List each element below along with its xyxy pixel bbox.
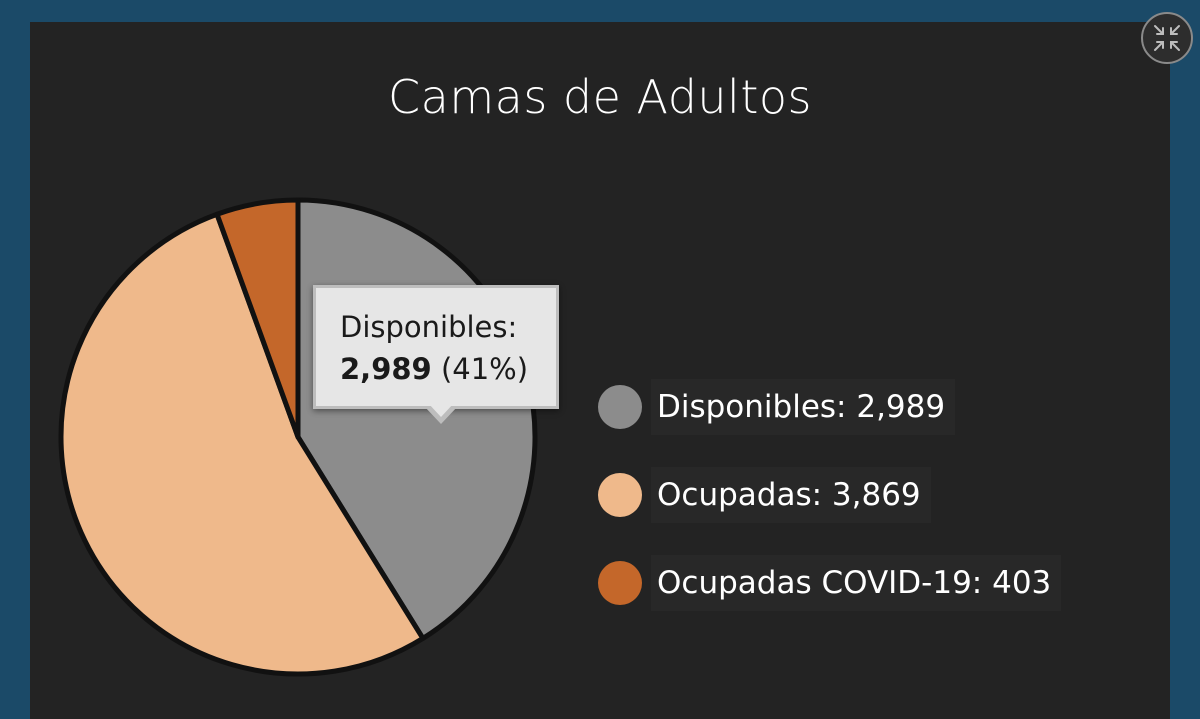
pie-chart	[58, 197, 538, 677]
legend-label-ocupadas-covid: Ocupadas COVID-19: 403	[651, 555, 1062, 611]
tooltip: Disponibles: 2,989 (41%)	[313, 285, 559, 424]
legend-label-ocupadas: Ocupadas: 3,869	[651, 467, 931, 523]
collapse-arrows-icon	[1154, 25, 1180, 51]
legend-item-ocupadas-covid[interactable]: Ocupadas COVID-19: 403	[595, 553, 1075, 613]
tooltip-value-line: 2,989 (41%)	[340, 348, 556, 390]
legend-item-disponibles[interactable]: Disponibles: 2,989	[595, 377, 1075, 437]
tooltip-label: Disponibles:	[340, 310, 518, 344]
legend-swatch-ocupadas	[598, 473, 642, 517]
tooltip-arrow	[424, 403, 458, 424]
chart-title: Camas de Adultos	[388, 70, 812, 124]
collapse-button[interactable]	[1141, 12, 1193, 64]
legend-swatch-ocupadas-covid	[598, 561, 642, 605]
chart-panel: Camas de Adultos Disponibles: 2,989 Ocup…	[30, 22, 1170, 719]
legend-swatch-disponibles	[598, 385, 642, 429]
pie-slice-ocupadas[interactable]	[58, 211, 426, 677]
tooltip-percent: (41%)	[440, 352, 529, 386]
tooltip-value: 2,989	[340, 352, 432, 386]
legend-label-disponibles: Disponibles: 2,989	[651, 379, 956, 435]
pie-slice-ocupadas-covid-19[interactable]	[214, 197, 301, 440]
legend-item-ocupadas[interactable]: Ocupadas: 3,869	[595, 465, 1075, 525]
